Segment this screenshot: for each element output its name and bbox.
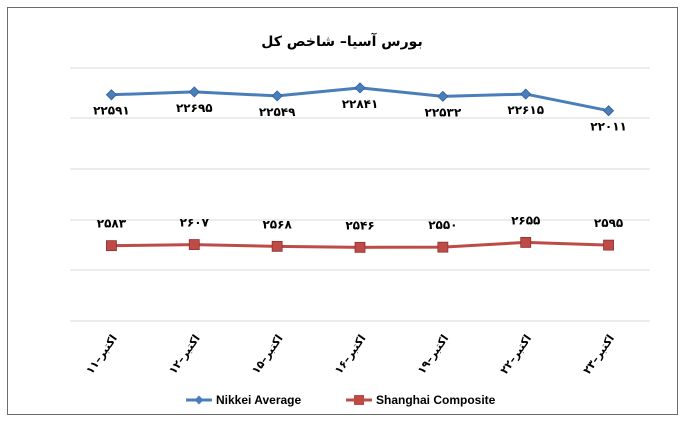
data-label: ۲۲۵۹۱ <box>93 104 130 118</box>
data-label: ۲۵۵۰ <box>428 218 457 232</box>
x-tick-label: ۱۹–اکتبر <box>415 332 451 376</box>
data-label: ۲۶۵۵ <box>511 213 540 227</box>
x-tick-label: ۱۵–اکتبر <box>249 332 285 376</box>
line-chart: بورس آسیا– شاخص کل ۲۲۵۹۱ ۲۲۶۹۵ ۲۲۵۴۹۲۲۸۴۱۲… <box>70 32 650 407</box>
data-label: ۲۲۵۴۹ <box>259 105 296 119</box>
data-point <box>188 86 200 98</box>
x-tick-label: ۱۱–اکتبر <box>83 332 119 376</box>
data-label: ۲۶۰۷ <box>180 216 210 230</box>
legend-marker <box>194 395 204 405</box>
chart-frame: بورس آسیا– شاخص کل ۲۲۵۹۱ ۲۲۶۹۵ ۲۲۵۴۹ ۲۲۸۴۱ ۲… <box>7 7 678 415</box>
data-point <box>520 88 532 100</box>
legend: Nikkei Average Shanghai Composite <box>186 393 496 407</box>
legend-label: Nikkei Average <box>216 393 301 407</box>
legend-marker <box>354 395 364 405</box>
x-tick-label: ۲۳–اکتبر <box>581 332 617 376</box>
data-label: ۲۲۰۱۱ <box>590 120 627 134</box>
series-shanghai-composite: ۲۵۸۳ ۲۶۰۷ ۲۵۶۸ ۲۵۴۶ ۲۵۵۰ ۲۶۵۵ ۲۵۹۵ <box>97 213 623 253</box>
gridlines <box>70 67 650 322</box>
data-point <box>105 89 117 101</box>
legend-item: Shanghai Composite <box>346 393 496 407</box>
data-label: ۲۵۶۸ <box>262 217 292 231</box>
data-label: ۲۲۶۹۵ <box>176 101 213 115</box>
x-tick-label: ۱۲–اکتبر <box>166 332 202 376</box>
data-label: ۲۵۸۳ <box>97 217 127 231</box>
data-point <box>520 236 532 248</box>
data-point <box>354 82 366 94</box>
data-point <box>106 240 117 252</box>
data-point <box>437 241 449 253</box>
data-point <box>188 239 200 250</box>
chart-title: بورس آسیا– شاخص کل <box>261 32 422 50</box>
series-nikkei-average: ۲۲۵۹۱ ۲۲۶۹۵ ۲۲۵۴۹ ۲۲۸۴۱ ۲۲۵۳۲ ۲۲۶۱۵ ۲۲۰۱۱ <box>93 82 627 134</box>
x-tick-label: ۲۲–اکتبر <box>498 332 534 376</box>
data-label: ۲۲۵۳۲ <box>425 105 462 119</box>
data-point <box>271 240 283 252</box>
data-label: ۲۵۴۶ <box>345 218 374 232</box>
data-label: ۲۵۹۵ <box>594 216 623 230</box>
x-axis-tick-labels: ۱۱–اکتبر ۱۲–اکتبر ۱۵–اکتبر ۱۶–اکتبر ۱۹–اکتبر… <box>83 332 617 376</box>
data-label: ۲۲۶۱۵ <box>507 103 544 117</box>
data-point <box>354 241 366 253</box>
data-label: ۲۲۸۴۱ <box>342 97 379 111</box>
x-tick-label: ۱۶–اکتبر <box>332 332 368 376</box>
legend-item: Nikkei Average <box>186 393 301 407</box>
data-point <box>437 90 449 102</box>
data-point <box>603 239 614 251</box>
data-point <box>603 105 615 117</box>
data-point <box>271 90 283 102</box>
legend-label: Shanghai Composite <box>376 393 496 407</box>
